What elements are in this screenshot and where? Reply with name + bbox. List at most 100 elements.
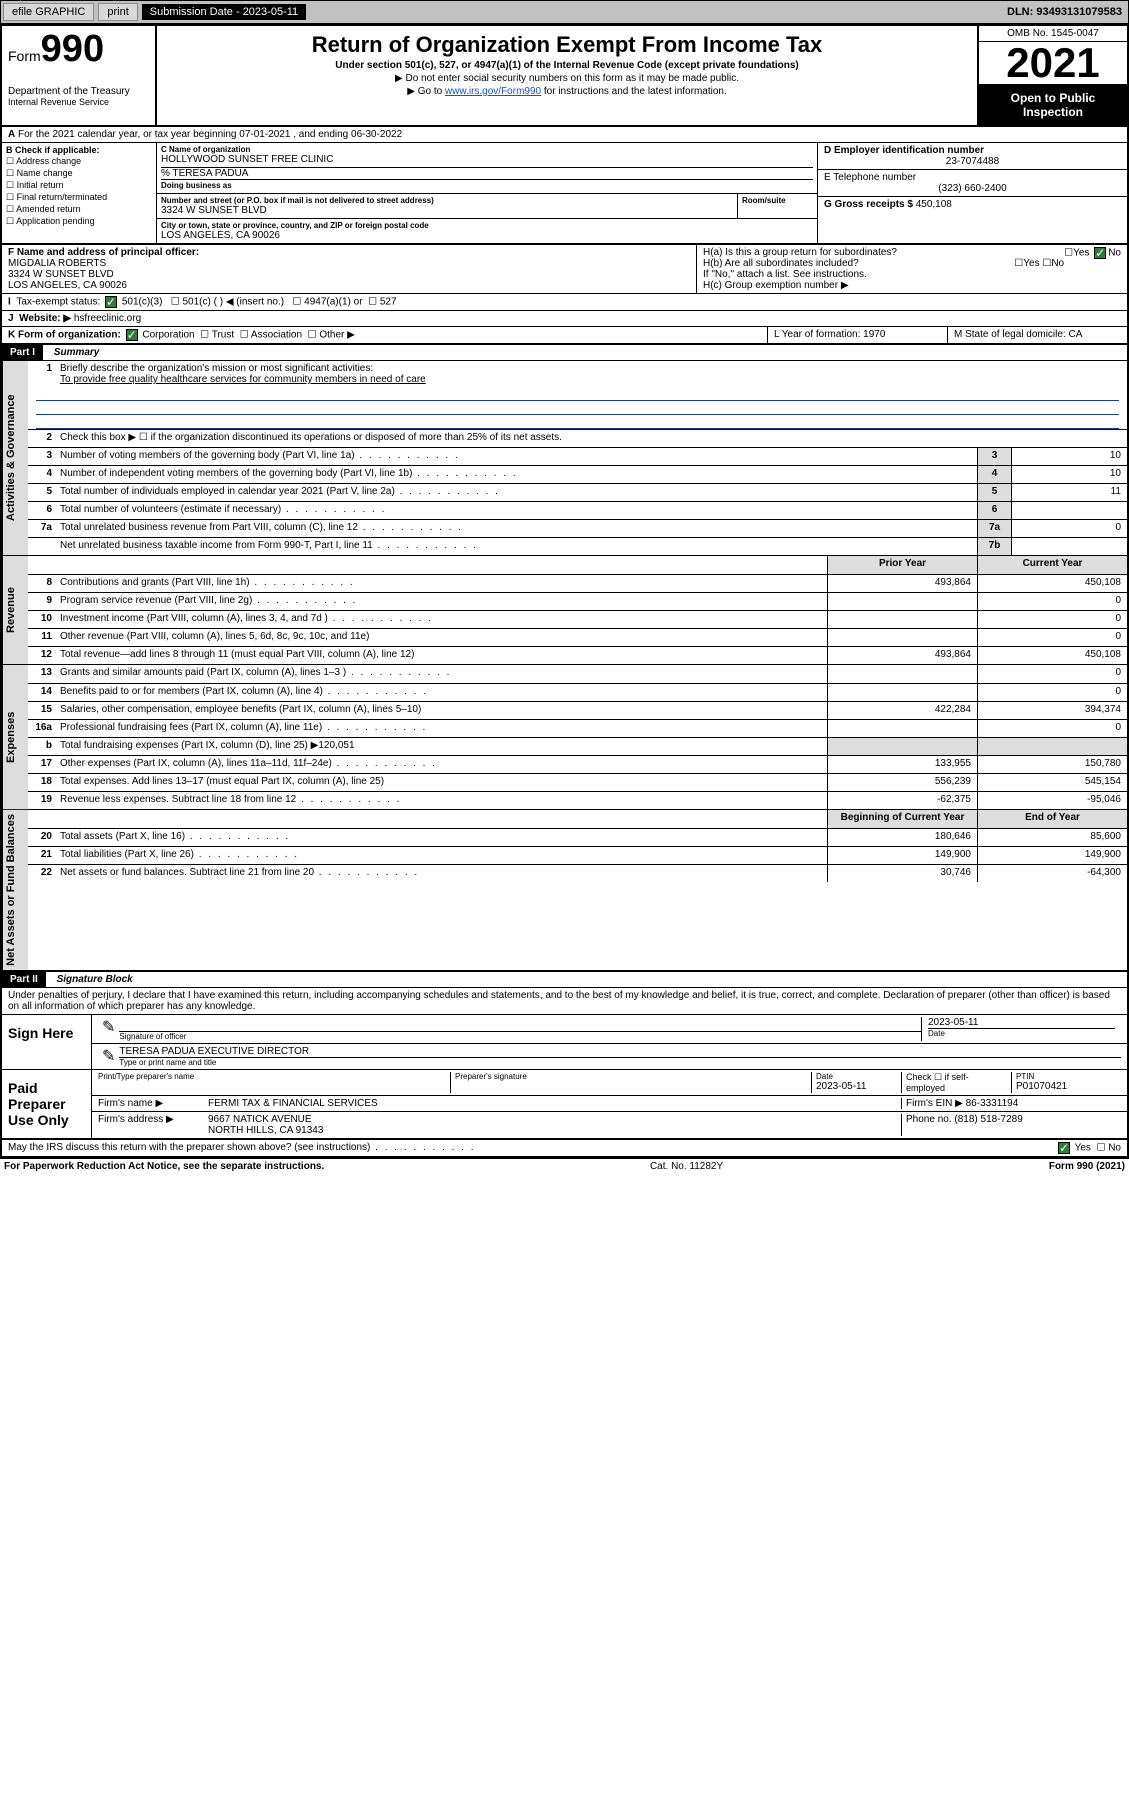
- vtab-governance: Activities & Governance: [2, 361, 28, 555]
- care-of: % TERESA PADUA: [161, 168, 248, 179]
- officer-city: LOS ANGELES, CA 90026: [8, 280, 127, 291]
- fundraising-exp: 120,051: [318, 740, 354, 751]
- form-number: 990: [41, 28, 104, 70]
- org-form-row: K Form of organization: Corporation ☐ Tr…: [2, 327, 1127, 345]
- c17: 150,780: [977, 756, 1127, 773]
- p10: [827, 611, 977, 628]
- revenue-section: Revenue Prior YearCurrent Year 8Contribu…: [2, 556, 1127, 665]
- p8: 493,864: [827, 575, 977, 592]
- paid-preparer-block: Paid Preparer Use Only Print/Type prepar…: [2, 1070, 1127, 1140]
- firm-addr2: NORTH HILLS, CA 91343: [208, 1125, 323, 1136]
- ptin: P01070421: [1016, 1081, 1117, 1092]
- activities-governance: Activities & Governance 1Briefly describ…: [2, 361, 1127, 556]
- val-4: 10: [1011, 466, 1127, 483]
- chk-amended-return[interactable]: ☐ Amended return: [6, 204, 152, 215]
- corp-checkbox[interactable]: [126, 329, 138, 341]
- year-formation: L Year of formation: 1970: [767, 327, 947, 343]
- part2-header: Part II Signature Block: [2, 972, 1127, 988]
- vtab-revenue: Revenue: [2, 556, 28, 664]
- efile-topbar: efile GRAPHIC print Submission Date - 20…: [0, 0, 1129, 24]
- chk-application-pending[interactable]: ☐ Application pending: [6, 216, 152, 227]
- form-header: Form990 Department of the Treasury Inter…: [2, 26, 1127, 127]
- c19: -95,046: [977, 792, 1127, 809]
- telephone: (323) 660-2400: [824, 183, 1121, 194]
- org-name: HOLLYWOOD SUNSET FREE CLINIC: [161, 154, 813, 165]
- mission-text: To provide free quality healthcare servi…: [60, 374, 426, 385]
- p11: [827, 629, 977, 646]
- c20: 85,600: [977, 829, 1127, 846]
- state-domicile: M State of legal domicile: CA: [947, 327, 1127, 343]
- p21: 149,900: [827, 847, 977, 864]
- dln-label: DLN: 93493131079583: [1007, 6, 1128, 18]
- perjury-declaration: Under penalties of perjury, I declare th…: [2, 988, 1127, 1014]
- form-word: Form: [8, 48, 41, 64]
- discuss-yes-checkbox[interactable]: [1058, 1142, 1070, 1154]
- val-3: 10: [1011, 448, 1127, 465]
- org-city: LOS ANGELES, CA 90026: [161, 230, 813, 241]
- box-deg: D Employer identification number 23-7074…: [817, 143, 1127, 243]
- open-inspection: Open to Public Inspection: [979, 85, 1127, 125]
- ssn-note: Do not enter social security numbers on …: [165, 73, 969, 84]
- p15: 422,284: [827, 702, 977, 719]
- chk-initial-return[interactable]: ☐ Initial return: [6, 180, 152, 191]
- p9: [827, 593, 977, 610]
- c13: 0: [977, 665, 1127, 683]
- submission-date: Submission Date - 2023-05-11: [142, 4, 306, 20]
- page-footer: For Paperwork Reduction Act Notice, see …: [0, 1159, 1129, 1174]
- firm-ein: 86-3331194: [966, 1098, 1019, 1109]
- website: hsfreeclinic.org: [74, 313, 141, 324]
- p14: [827, 684, 977, 701]
- expenses-section: Expenses 13Grants and similar amounts pa…: [2, 665, 1127, 810]
- print-button[interactable]: print: [98, 3, 137, 21]
- org-street: 3324 W SUNSET BLVD: [161, 205, 733, 216]
- discuss-row: May the IRS discuss this return with the…: [2, 1140, 1127, 1157]
- period-line: A For the 2021 calendar year, or tax yea…: [2, 127, 1127, 143]
- part1-header: Part I Summary: [2, 345, 1127, 361]
- c22: -64,300: [977, 865, 1127, 882]
- gross-receipts: 450,108: [916, 199, 952, 210]
- net-assets-section: Net Assets or Fund Balances Beginning of…: [2, 810, 1127, 972]
- pen-icon: ✎: [98, 1017, 119, 1041]
- officer-name-title: TERESA PADUA EXECUTIVE DIRECTOR: [119, 1046, 1121, 1057]
- form-title: Return of Organization Exempt From Incom…: [165, 32, 969, 58]
- form-subtitle: Under section 501(c), 527, or 4947(a)(1)…: [165, 60, 969, 71]
- p20: 180,646: [827, 829, 977, 846]
- c21: 149,900: [977, 847, 1127, 864]
- c9: 0: [977, 593, 1127, 610]
- p12: 493,864: [827, 647, 977, 664]
- officer-name: MIGDALIA ROBERTS: [8, 258, 106, 269]
- firm-addr1: 9667 NATICK AVENUE: [208, 1114, 312, 1125]
- ha-no-checkbox[interactable]: [1094, 247, 1106, 259]
- chk-name-change[interactable]: ☐ Name change: [6, 168, 152, 179]
- val-7a: 0: [1011, 520, 1127, 537]
- box-c: C Name of organization HOLLYWOOD SUNSET …: [157, 143, 817, 243]
- p22: 30,746: [827, 865, 977, 882]
- val-6: [1011, 502, 1127, 519]
- dept-treasury: Department of the Treasury: [8, 86, 149, 97]
- pen-icon: ✎: [98, 1046, 119, 1067]
- p18: 556,239: [827, 774, 977, 791]
- irs-link[interactable]: www.irs.gov/Form990: [445, 86, 541, 97]
- c16a: 0: [977, 720, 1127, 737]
- 501c3-checkbox[interactable]: [105, 296, 117, 308]
- irs-label: Internal Revenue Service: [8, 97, 149, 107]
- vtab-net-assets: Net Assets or Fund Balances: [2, 810, 28, 970]
- chk-final-return[interactable]: ☐ Final return/terminated: [6, 192, 152, 203]
- website-row: J Website: ▶ hsfreeclinic.org: [2, 311, 1127, 327]
- sign-here-block: Sign Here ✎ Signature of officer 2023-05…: [2, 1014, 1127, 1070]
- c14: 0: [977, 684, 1127, 701]
- firm-phone: (818) 518-7289: [954, 1114, 1022, 1125]
- efile-label: efile GRAPHIC: [3, 3, 94, 21]
- p19: -62,375: [827, 792, 977, 809]
- c18: 545,154: [977, 774, 1127, 791]
- p16a: [827, 720, 977, 737]
- val-5: 11: [1011, 484, 1127, 501]
- tax-year: 2021: [979, 42, 1127, 85]
- c15: 394,374: [977, 702, 1127, 719]
- goto-note: Go to www.irs.gov/Form990 for instructio…: [165, 86, 969, 97]
- chk-address-change[interactable]: ☐ Address change: [6, 156, 152, 167]
- c12: 450,108: [977, 647, 1127, 664]
- officer-street: 3324 W SUNSET BLVD: [8, 269, 114, 280]
- form-990: Form990 Department of the Treasury Inter…: [0, 24, 1129, 1159]
- entity-block: B Check if applicable: ☐ Address change …: [2, 143, 1127, 245]
